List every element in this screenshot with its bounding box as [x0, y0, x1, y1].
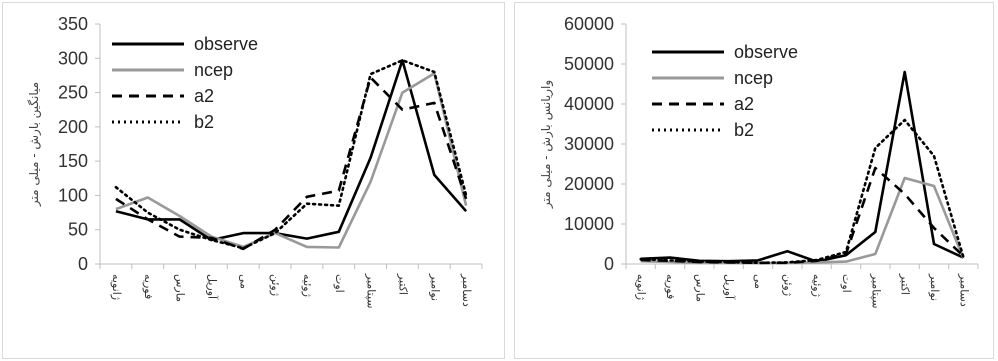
x-category-label: دسامبر: [460, 273, 473, 307]
x-category-label: ژانویه: [635, 274, 648, 300]
y-tick-label: 40000: [564, 94, 614, 114]
series-line-b2: [639, 118, 965, 265]
legend-label-b2: b2: [194, 112, 214, 132]
series-line-b2: [114, 58, 468, 250]
y-tick-label: 250: [58, 83, 88, 103]
x-category-label: مارس: [693, 274, 706, 302]
series-line-a2: [640, 166, 965, 265]
x-category-label: اکتبر: [899, 273, 912, 295]
x-category-label: فوریه: [142, 274, 155, 299]
x-category-label: اوت: [333, 274, 346, 293]
y-tick-label: 0: [78, 254, 88, 274]
series-line-observe: [115, 58, 468, 242]
x-category-label: می: [237, 274, 250, 289]
y-tick-label: 60000: [564, 14, 614, 34]
x-category-label: نوامبر: [928, 273, 941, 301]
x-category-label: ژانویه: [110, 274, 123, 300]
y-tick-label: 350: [58, 14, 88, 34]
legend-label-ncep: ncep: [194, 60, 233, 80]
y-tick-label: 30000: [564, 134, 614, 154]
y-axis-title: واریانس بارش - میلی متر: [539, 80, 554, 209]
series-line-ncep: [115, 72, 468, 249]
series-line-observe: [640, 70, 964, 263]
legend-label-observe: observe: [734, 42, 798, 62]
chart-panel-precipitation-variance: 0 10000 20000 30000 40000 50000 60000 ژانویه فور…: [512, 0, 998, 361]
x-category-label: اوت: [840, 274, 853, 293]
y-axis-title: میانگین بارش - میلی متر: [27, 82, 42, 207]
legend-label-a2: a2: [734, 94, 754, 114]
x-category-label: دسامبر: [957, 273, 970, 307]
chart-frame: [514, 2, 994, 359]
y-tick-label: 150: [58, 151, 88, 171]
x-category-label: ژوئن: [269, 274, 282, 296]
legend-label-ncep: ncep: [734, 68, 773, 88]
y-tick-label: 20000: [564, 174, 614, 194]
x-category-label: آوریل: [205, 274, 219, 300]
x-category-label: مارس: [174, 274, 187, 302]
x-category-label: سپتامبر: [869, 273, 882, 309]
x-category-label: اکتبر: [396, 273, 409, 295]
chart-mean-precipitation: 0 50 100 150 200 250 300 350 ژانویه فوریه مارس آوری…: [27, 14, 483, 309]
y-tick-label: 50: [68, 220, 88, 240]
x-category-label: ژوئن: [781, 274, 794, 296]
legend-label-observe: observe: [194, 34, 258, 54]
x-category-label: نوامبر: [428, 273, 441, 301]
x-category-label: می: [752, 274, 765, 289]
series-line-a2: [115, 76, 468, 251]
x-category-label: ژوئیه: [301, 274, 314, 297]
chart-panel-mean-precipitation: 0 50 100 150 200 250 300 350 ژانویه فوریه مارس آوری…: [2, 2, 505, 359]
x-category-label: سپتامبر: [365, 273, 378, 309]
legend-label-b2: b2: [734, 120, 754, 140]
x-category-label: فوریه: [664, 274, 677, 299]
y-tick-label: 10000: [564, 214, 614, 234]
y-tick-label: 0: [604, 254, 614, 274]
x-category-label: ژوئیه: [811, 274, 824, 297]
y-tick-label: 100: [58, 185, 88, 205]
y-tick-label: 50000: [564, 54, 614, 74]
y-tick-label: 300: [58, 48, 88, 68]
chart-precipitation-variance: 0 10000 20000 30000 40000 50000 60000 ژانویه فور…: [539, 14, 979, 309]
series-line-ncep: [640, 176, 965, 265]
chart-frame: [2, 2, 505, 359]
x-category-label: آوریل: [723, 274, 737, 300]
y-tick-label: 200: [58, 117, 88, 137]
legend-label-a2: a2: [194, 86, 214, 106]
